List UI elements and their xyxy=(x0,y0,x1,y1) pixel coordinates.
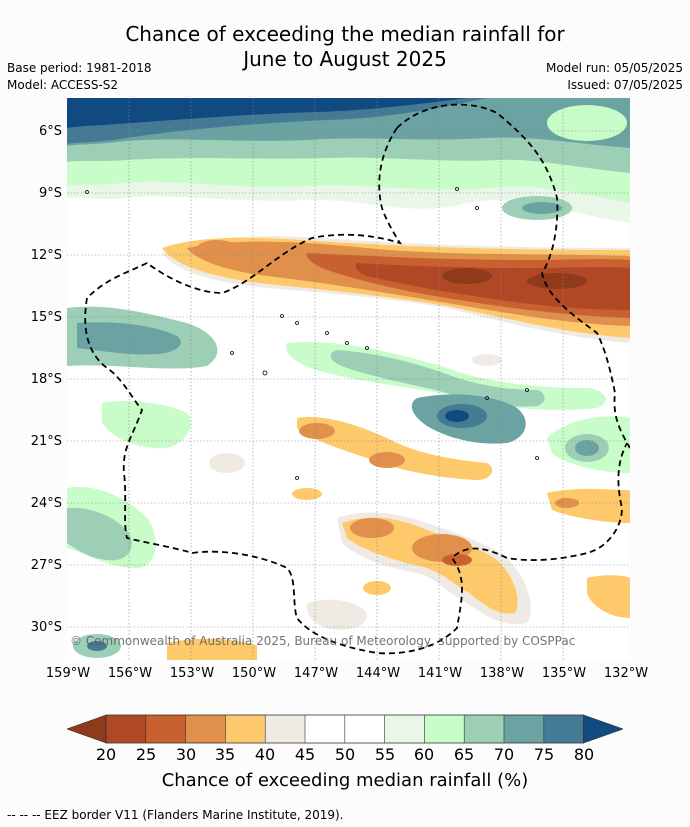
colorbar-svg xyxy=(66,714,624,744)
colorbar-title: Chance of exceeding median rainfall (%) xyxy=(161,770,529,791)
lat-label: 12°S xyxy=(30,248,62,263)
lon-label: 159°W xyxy=(45,666,91,681)
rainfall-map xyxy=(67,98,630,660)
lon-label: 138°W xyxy=(479,666,525,681)
model-run: Model run: 05/05/2025 xyxy=(545,61,683,75)
colorbar-tick: 60 xyxy=(413,745,435,764)
meta-right: Model run: 05/05/2025 Issued: 07/05/2025 xyxy=(546,60,683,94)
lon-label: 156°W xyxy=(107,666,153,681)
issued-date: Issued: 07/05/2025 xyxy=(567,78,683,92)
lon-label: 153°W xyxy=(169,666,215,681)
colorbar-tick: 65 xyxy=(453,745,475,764)
title-line-1: Chance of exceeding the median rainfall … xyxy=(125,22,565,46)
meta-left: Base period: 1981-2018 Model: ACCESS-S2 xyxy=(7,60,152,94)
colorbar-tick: 50 xyxy=(334,745,356,764)
colorbar-tick: 25 xyxy=(135,745,157,764)
lon-label: 150°W xyxy=(231,666,277,681)
lat-label: 9°S xyxy=(38,186,62,201)
lon-label: 144°W xyxy=(355,666,401,681)
colorbar-tick: 20 xyxy=(95,745,117,764)
colorbar-tick: 55 xyxy=(374,745,396,764)
lat-label: 27°S xyxy=(30,558,62,573)
colorbar-tick: 35 xyxy=(214,745,236,764)
lat-label: 6°S xyxy=(38,124,62,139)
model-name: Model: ACCESS-S2 xyxy=(7,78,119,92)
lat-label: 24°S xyxy=(30,496,62,511)
map-title: Chance of exceeding the median rainfall … xyxy=(0,22,690,72)
colorbar-tick: 75 xyxy=(533,745,555,764)
colorbar-tick: 80 xyxy=(573,745,595,764)
eez-footnote: -- -- -- EEZ border V11 (Flanders Marine… xyxy=(7,808,344,822)
rainfall-map-svg xyxy=(67,98,630,660)
colorbar-tick: 30 xyxy=(175,745,197,764)
colorbar-tick: 40 xyxy=(254,745,276,764)
lat-label: 30°S xyxy=(30,620,62,635)
lat-label: 15°S xyxy=(30,310,62,325)
lat-label: 18°S xyxy=(30,372,62,387)
lon-label: 132°W xyxy=(603,666,649,681)
lon-label: 147°W xyxy=(293,666,339,681)
colorbar-tick: 45 xyxy=(294,745,316,764)
lat-label: 21°S xyxy=(30,434,62,449)
title-line-2: June to August 2025 xyxy=(243,47,447,71)
copyright-notice: © Commonwealth of Australia 2025, Bureau… xyxy=(70,634,576,648)
colorbar xyxy=(66,713,624,749)
colorbar-tick: 70 xyxy=(493,745,515,764)
lon-label: 135°W xyxy=(541,666,587,681)
lon-label: 141°W xyxy=(417,666,463,681)
base-period: Base period: 1981-2018 xyxy=(7,61,152,75)
